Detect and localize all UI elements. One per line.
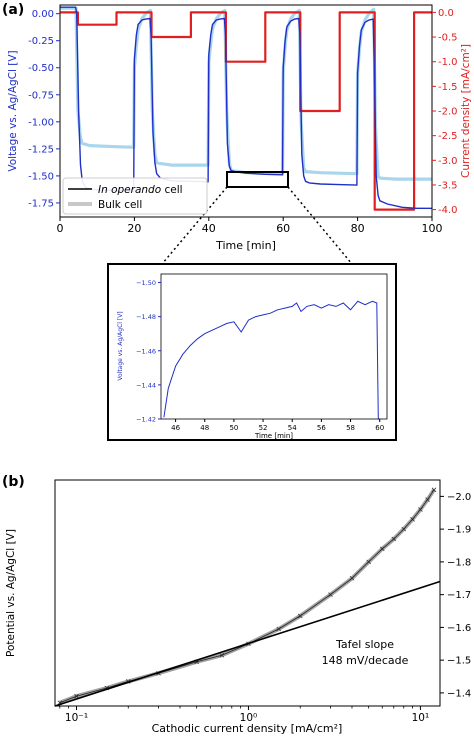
y-tick-label-right: -2.0 bbox=[438, 107, 458, 118]
zoom-series-line bbox=[163, 300, 380, 420]
b-x-tick-label: 10⁰ bbox=[240, 712, 258, 724]
series-line-0 bbox=[60, 6, 432, 210]
y-tick-label-right: -1.5 bbox=[438, 82, 458, 93]
zoom-x-tick-label: 60 bbox=[375, 424, 384, 432]
y-tick-label-left: -0.50 bbox=[28, 63, 54, 74]
zoom-x-tick-label: 54 bbox=[288, 424, 297, 432]
legend-label-operando: In operando cell bbox=[98, 184, 183, 196]
panel-a-ylabel-right: Current density [mA/cm²] bbox=[460, 44, 472, 178]
tafel-annotation-line2: 148 mV/decade bbox=[322, 654, 409, 667]
x-tick-label: 60 bbox=[276, 222, 290, 235]
zoom-ylabel: Voltage vs. Ag/AgCl [V] bbox=[117, 311, 124, 380]
panel-a-label: (a) bbox=[2, 2, 24, 18]
y-tick-label-right: -0.5 bbox=[438, 33, 458, 44]
y-tick-label-left: 0.00 bbox=[32, 9, 54, 20]
measured-line bbox=[59, 489, 435, 704]
y-tick-label-left: -1.50 bbox=[28, 171, 54, 182]
y-tick-label-right: -4.0 bbox=[438, 205, 458, 216]
legend-label-bulk: Bulk cell bbox=[98, 199, 142, 211]
y-tick-label-right: -1.0 bbox=[438, 57, 458, 68]
zoom-y-tick-label: −1.48 bbox=[136, 313, 156, 321]
zoom-x-tick-label: 58 bbox=[346, 424, 355, 432]
panel-b-ylabel: Potential vs. Ag/AgCl [V] bbox=[5, 529, 17, 657]
x-tick-label: 80 bbox=[351, 222, 365, 235]
panel-a-ylabel-left: Voltage vs. Ag/AgCl [V] bbox=[7, 50, 19, 171]
panel-b-xlabel: Cathodic current density [mA/cm²] bbox=[152, 722, 343, 735]
b-y-tick-label: −2.0 bbox=[447, 492, 471, 503]
b-x-tick-label: 10⁻¹ bbox=[65, 712, 88, 724]
zoom-y-tick-label: −1.46 bbox=[136, 347, 156, 355]
panel-a-chart: 0 20 40 60 80 100 0.00 -0.25 -0.50 -0.75 -1.00 -1.2… bbox=[7, 4, 472, 265]
zoom-y-tick-label: −1.44 bbox=[136, 381, 156, 389]
panel-b-axes-frame bbox=[54, 479, 441, 707]
y-tick-label-right: -3.0 bbox=[438, 156, 458, 167]
panel-a-xlabel: Time [min] bbox=[215, 239, 276, 252]
y-tick-label-left: -0.25 bbox=[28, 36, 54, 47]
zoom-y-tick-label: −1.42 bbox=[136, 416, 156, 424]
y-tick-label-right: -3.5 bbox=[438, 180, 458, 191]
panel-b-label: (b) bbox=[2, 474, 25, 490]
x-tick-label: 0 bbox=[57, 222, 64, 235]
tafel-annotation-line1: Tafel slope bbox=[335, 638, 394, 651]
y-tick-label-right: -2.5 bbox=[438, 131, 458, 142]
zoom-y-tick-label: −1.50 bbox=[136, 279, 156, 287]
panel-b-chart: 10⁻¹ 10⁰ 10¹ −1.4 −1.5 −1.6 −1.7 −1.8 −1.9 −2.0 C… bbox=[5, 479, 471, 735]
zoom-axes-frame bbox=[160, 273, 388, 420]
x-tick-label: 100 bbox=[422, 222, 443, 235]
b-y-tick-label: −1.7 bbox=[447, 590, 471, 601]
legend-box bbox=[62, 177, 208, 215]
zoom-inset-frame bbox=[107, 263, 397, 441]
b-y-tick-label: −1.4 bbox=[447, 688, 471, 699]
zoom-x-tick-label: 52 bbox=[259, 424, 268, 432]
b-y-tick-label: −1.8 bbox=[447, 557, 471, 568]
y-tick-label-right: 0.0 bbox=[438, 8, 454, 19]
b-y-tick-label: −1.6 bbox=[447, 623, 471, 634]
zoom-x-tick-label: 50 bbox=[229, 424, 238, 432]
y-tick-label-left: -1.00 bbox=[28, 117, 54, 128]
b-y-tick-label: −1.9 bbox=[447, 525, 471, 536]
y-tick-label-left: -1.25 bbox=[28, 144, 54, 155]
zoom-region-box bbox=[226, 171, 289, 188]
b-x-tick-label: 10¹ bbox=[412, 712, 430, 724]
zoom-inset: 46 48 50 52 54 56 58 60 −1.42 −1.44 −1.46 −1.48 −1.5… bbox=[107, 263, 397, 441]
measured-band bbox=[59, 488, 436, 705]
zoom-x-tick-label: 48 bbox=[200, 424, 209, 432]
zoom-xlabel: Time [min] bbox=[254, 432, 293, 440]
zoom-x-tick-label: 46 bbox=[171, 424, 180, 432]
y-tick-label-left: -1.75 bbox=[28, 198, 54, 209]
tafel-fit-line bbox=[54, 580, 441, 707]
x-tick-label: 20 bbox=[127, 222, 141, 235]
y-tick-label-left: -0.75 bbox=[28, 90, 54, 101]
panel-a-legend: In operando cell Bulk cell bbox=[62, 177, 208, 215]
b-y-tick-label: −1.5 bbox=[447, 656, 471, 667]
zoom-connector-right bbox=[287, 186, 353, 265]
zoom-x-tick-label: 56 bbox=[317, 424, 326, 432]
x-tick-label: 40 bbox=[202, 222, 216, 235]
zoom-connector-left bbox=[161, 186, 228, 265]
